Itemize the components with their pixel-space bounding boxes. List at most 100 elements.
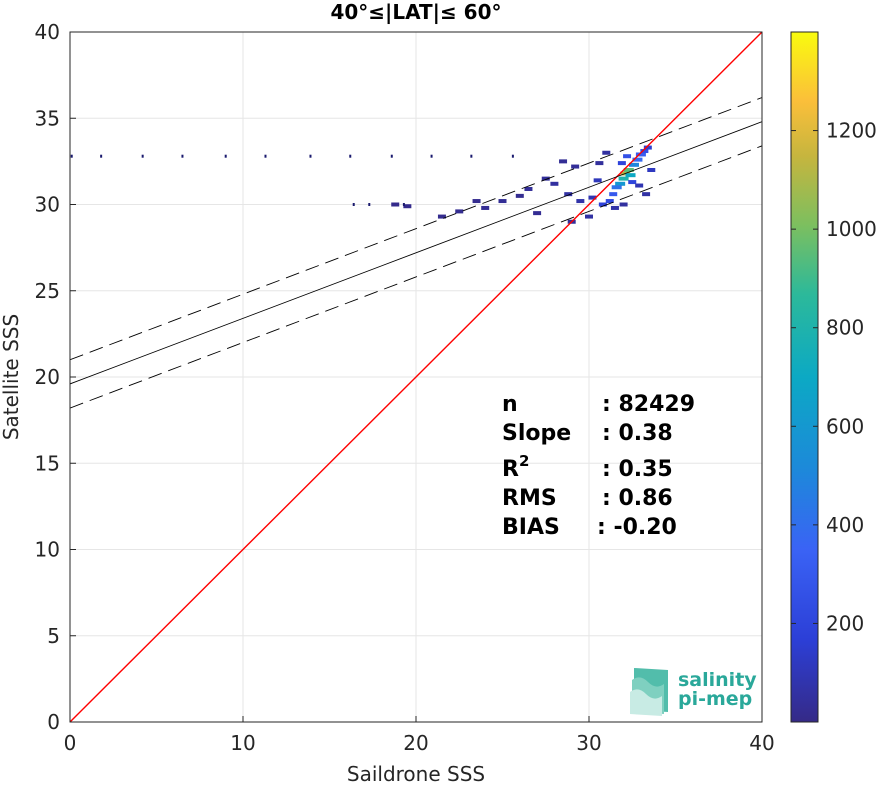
y-tick-label: 5 [47,624,60,648]
x-axis-ticks: 0 10 20 30 40 [64,716,775,755]
stat-value-r2: : 0.35 [602,457,673,482]
y-tick-label: 20 [35,365,60,389]
x-axis-label: Saildrone SSS [347,762,485,786]
stat-value-n: : 82429 [602,392,695,417]
density-point [623,154,632,159]
density-point [643,145,652,150]
logo-wave-front [630,689,662,716]
y-tick-label: 35 [35,106,60,130]
density-point [533,211,542,216]
sparse-point [430,154,433,158]
colorbar-tick-label: 400 [826,513,864,537]
regression-upper-line [70,97,762,361]
density-point [564,192,573,197]
density-point [610,205,619,210]
density-point [628,162,639,167]
density-point [609,192,618,197]
regression-lower-line [70,145,762,409]
density-point [632,157,643,162]
stat-label-rms: RMS [502,486,557,511]
sparse-point [264,154,267,158]
density-point [498,199,507,204]
density-point [571,164,580,169]
colorbar-ticks: 200 400 600 800 1000 1200 [791,119,877,635]
density-point [647,168,656,172]
colorbar-tick-label: 800 [826,316,864,340]
density-point [625,173,636,178]
x-tick-label: 20 [403,731,428,755]
density-point [623,168,634,172]
y-tick-label: 30 [35,193,60,217]
density-point [391,202,400,207]
density-point [602,150,611,155]
density-point [595,161,604,166]
sparse-point [181,154,184,158]
density-point [437,214,446,219]
colorbar [790,31,819,723]
density-point [615,181,626,186]
density-point [628,180,637,185]
density-point [403,204,412,209]
sparse-point [511,154,514,158]
sparse-point [100,154,103,158]
regression-line [70,121,762,385]
stat-value-bias: : -0.20 [597,515,677,540]
stat-label-bias: BIAS [502,515,560,540]
y-tick-label: 0 [47,710,60,734]
x-tick-label: 30 [576,731,601,755]
density-point [515,193,524,198]
sparse-point [70,154,73,158]
stats-box: n : 82429 Slope : 0.38 R2 : 0.35 RMS : 0… [502,392,695,540]
density-point [472,199,481,204]
stat-label-slope: Slope [502,421,571,446]
density-point [635,183,644,188]
chart-title: 40°≤|LAT|≤ 60° [330,0,501,24]
density-point [598,202,607,207]
stat-label-r-superscript: 2 [519,452,529,470]
density-point [640,149,649,154]
density-point [593,178,602,183]
sparse-point [224,154,227,158]
density-point [559,159,568,164]
density-point [550,181,559,186]
sparse-point [390,154,393,158]
stat-value-rms: : 0.86 [602,486,673,511]
density-point [635,152,646,157]
colorbar-tick-label: 200 [826,611,864,635]
density-point [576,199,585,204]
stat-label-r: R [502,457,519,482]
density-point [619,202,628,207]
density-point [524,186,533,191]
salinity-pi-mep-logo: salinity pi-mep [630,668,757,716]
colorbar-tick-label: 1000 [826,217,877,241]
data-points [70,145,656,224]
stat-label-n: n [502,392,518,417]
fit-lines [70,32,762,722]
sparse-point [352,203,355,206]
density-point [611,185,622,190]
colorbar-tick-label: 1200 [826,119,877,143]
sparse-point [141,154,144,158]
density-point [618,176,629,181]
density-point [642,192,651,197]
density-point [541,176,550,181]
y-tick-label: 15 [35,451,60,475]
sparse-point [349,154,352,158]
one-to-one-line [70,32,762,722]
sparse-point [402,203,405,206]
y-tick-label: 40 [35,20,60,44]
density-point [481,205,490,210]
sparse-point [309,154,312,158]
sparse-point [470,154,473,158]
sparse-point [368,203,371,206]
density-point [617,161,626,166]
x-tick-label: 40 [749,731,774,755]
density-point [455,209,464,214]
x-tick-label: 0 [64,731,77,755]
density-point [588,195,597,200]
logo-text-salinity: salinity [678,669,757,691]
x-tick-label: 10 [230,731,255,755]
stat-value-slope: : 0.38 [602,421,673,446]
density-point [585,214,593,219]
